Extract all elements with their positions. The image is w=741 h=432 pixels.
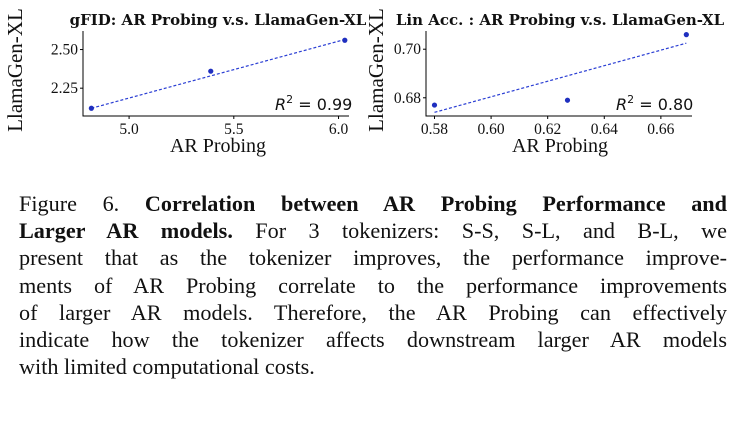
axis-spines bbox=[82, 31, 349, 117]
y-tick-label: 2.25 bbox=[51, 80, 78, 97]
x-tick-label: 5.5 bbox=[224, 121, 244, 138]
data-point bbox=[88, 105, 94, 111]
caption-line: Larger AR models. For 3 tokenizers: S-S,… bbox=[19, 217, 727, 244]
figure-charts: gFID: AR Probing v.s. LlamaGen-XLLlamaGe… bbox=[3, 8, 725, 157]
caption-text: of larger AR models. Therefore, the AR P… bbox=[19, 299, 727, 325]
caption-text: with limited computational costs. bbox=[19, 354, 315, 380]
chart-lin-acc: Lin Acc. : AR Probing v.s. LlamaGen-XL Ll… bbox=[364, 8, 725, 157]
caption-text: present that as the tokenizer improves, … bbox=[19, 245, 727, 271]
caption-line: with limited computational costs. bbox=[19, 353, 727, 380]
x-tick-label: 5.0 bbox=[119, 121, 139, 138]
x-tick-label: 0.60 bbox=[478, 121, 505, 138]
caption-line: ments of AR Probing correlate to the per… bbox=[19, 272, 727, 299]
caption-text: For 3 tokenizers: S-S, S-L, and B-L, we bbox=[232, 218, 727, 244]
x-axis-label: AR Probing bbox=[170, 135, 266, 157]
y-axis-label: LlamaGen-XL bbox=[364, 8, 388, 132]
data-point bbox=[208, 68, 214, 74]
caption-text: ments of AR Probing correlate to the per… bbox=[19, 272, 727, 298]
y-axis-label: LlamaGen-XL bbox=[3, 8, 27, 132]
r-squared-annotation: R2 = 0.99 bbox=[275, 93, 352, 114]
x-tick-label: 6.0 bbox=[329, 121, 349, 138]
chart-title: gFID: AR Probing v.s. LlamaGen-XL bbox=[70, 11, 367, 29]
data-point bbox=[683, 32, 689, 38]
caption-line: indicate how the tokenizer affects downs… bbox=[19, 326, 727, 353]
regression-line bbox=[434, 42, 687, 113]
chart-title: Lin Acc. : AR Probing v.s. LlamaGen-XL bbox=[396, 11, 725, 29]
caption-line: Figure 6. Correlation between AR Probing… bbox=[19, 190, 727, 217]
y-tick-label: 0.70 bbox=[394, 41, 421, 58]
axis-spines bbox=[425, 31, 692, 117]
caption-line: of larger AR models. Therefore, the AR P… bbox=[19, 299, 727, 326]
x-tick-label: 0.62 bbox=[534, 121, 561, 138]
x-tick-label: 0.66 bbox=[647, 121, 674, 138]
y-tick-label: 2.50 bbox=[51, 42, 78, 59]
caption-bold-text: Larger AR models. bbox=[19, 218, 233, 244]
caption-text: Figure 6. bbox=[19, 191, 145, 216]
regression-line bbox=[91, 38, 345, 109]
chart-gfid: gFID: AR Probing v.s. LlamaGen-XL LlamaGe… bbox=[3, 8, 367, 157]
x-tick-label: 0.58 bbox=[421, 121, 448, 138]
data-point bbox=[342, 37, 348, 43]
data-point bbox=[564, 97, 571, 103]
x-tick-label: 0.64 bbox=[591, 121, 618, 138]
x-axis-label: AR Probing bbox=[512, 135, 608, 157]
r-squared-annotation: R2 = 0.80 bbox=[616, 93, 693, 114]
y-tick-label: 0.68 bbox=[394, 90, 421, 107]
figure-caption: Figure 6. Correlation between AR Probing… bbox=[19, 190, 727, 380]
data-point bbox=[431, 102, 438, 108]
caption-text: indicate how the tokenizer affects downs… bbox=[19, 327, 727, 353]
caption-bold-text: Correlation between AR Probing Performan… bbox=[144, 191, 727, 216]
caption-line: present that as the tokenizer improves, … bbox=[19, 244, 727, 271]
